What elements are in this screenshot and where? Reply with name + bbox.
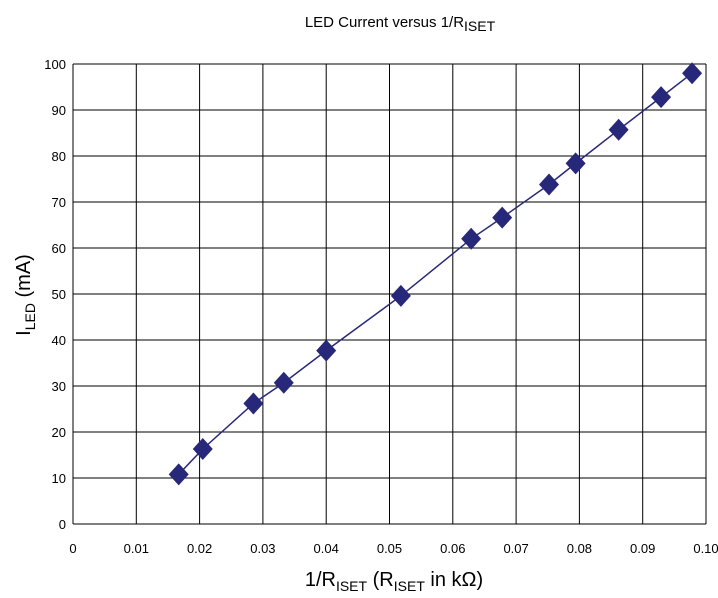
x-axis-label-mid: (R xyxy=(367,569,394,591)
x-tick-label: 0.04 xyxy=(314,541,339,556)
data-point xyxy=(651,86,672,109)
data-point xyxy=(565,152,586,175)
y-tick-label: 50 xyxy=(52,287,66,302)
y-tick-label: 30 xyxy=(52,379,66,394)
data-points xyxy=(168,62,703,486)
y-tick-label: 0 xyxy=(59,517,66,532)
data-point xyxy=(243,392,264,415)
x-tick-label: 0.08 xyxy=(567,541,592,556)
svg-text:1/RISET (RISET in kΩ): 1/RISET (RISET in kΩ) xyxy=(305,569,483,594)
x-tick-label: 0.01 xyxy=(124,541,149,556)
x-tick-label: 0.10 xyxy=(693,541,718,556)
y-tick-label: 70 xyxy=(52,195,66,210)
data-point xyxy=(492,206,513,229)
x-tick-label: 0.09 xyxy=(630,541,655,556)
x-tick-label: 0 xyxy=(69,541,76,556)
x-tick-label: 0.03 xyxy=(250,541,275,556)
x-tick-label: 0.06 xyxy=(440,541,465,556)
x-axis-label-sub1: ISET xyxy=(336,578,368,594)
x-axis-label-suffix: in kΩ) xyxy=(425,569,483,591)
y-axis-label-main: I xyxy=(13,330,35,336)
y-axis-label-suffix: (mA) xyxy=(13,254,35,303)
data-point xyxy=(316,339,337,362)
chart-title-r: R xyxy=(453,14,464,31)
y-tick-label: 20 xyxy=(52,425,66,440)
svg-text:ILED (mA): ILED (mA) xyxy=(13,254,38,336)
data-point xyxy=(608,118,629,141)
data-point xyxy=(390,284,411,307)
x-axis-label: 1/RISET (RISET in kΩ) xyxy=(305,569,483,594)
y-tick-label: 40 xyxy=(52,333,66,348)
data-point xyxy=(168,463,189,486)
data-point xyxy=(682,62,703,85)
x-axis-label-sub2: ISET xyxy=(394,578,426,594)
y-tick-label: 10 xyxy=(52,471,66,486)
y-axis-label: ILED (mA) xyxy=(13,254,38,336)
x-tick-label: 0.02 xyxy=(187,541,212,556)
y-tick-label: 80 xyxy=(52,149,66,164)
grid xyxy=(72,63,707,525)
y-tick-label: 90 xyxy=(52,103,66,118)
data-point xyxy=(461,227,482,250)
x-axis-label-prefix: 1/R xyxy=(305,569,336,591)
chart-title-sub: ISET xyxy=(464,18,496,34)
chart-title-prefix: LED Current versus 1/ xyxy=(305,14,454,31)
x-tick-label: 0.05 xyxy=(377,541,402,556)
data-point xyxy=(539,173,560,196)
chart-title: LED Current versus 1/RISET xyxy=(305,14,496,34)
y-tick-label: 60 xyxy=(52,241,66,256)
y-tick-labels: 0 10 20 30 40 50 60 70 80 90 100 xyxy=(44,57,66,532)
data-point xyxy=(273,371,294,394)
x-tick-labels: 0 0.01 0.02 0.03 0.04 0.05 0.06 0.07 0.08 0.09 0.1… xyxy=(69,541,718,556)
svg-text:LED Current versus 1/RISET: LED Current versus 1/RISET xyxy=(305,14,496,34)
x-tick-label: 0.07 xyxy=(503,541,528,556)
y-tick-label: 100 xyxy=(44,57,66,72)
data-point xyxy=(192,438,213,461)
y-axis-label-sub: LED xyxy=(22,303,38,330)
